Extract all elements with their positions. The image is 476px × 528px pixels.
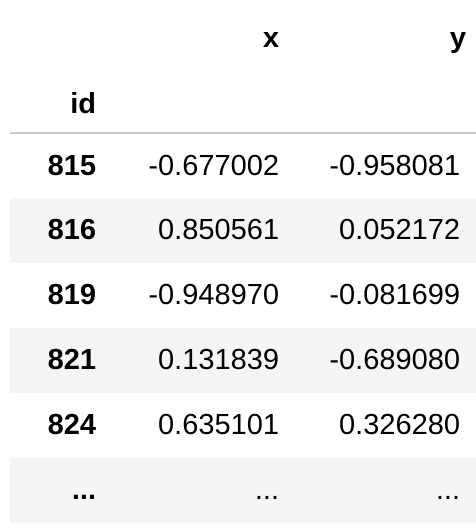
cell-x: 0.635101 (158, 409, 279, 441)
cell-y: 0.052172 (339, 214, 460, 246)
row-index: 815 (47, 149, 96, 182)
index-name-header: id (10, 76, 98, 134)
header-blank-cell (10, 0, 98, 76)
cell-y: -0.081699 (329, 279, 460, 311)
column-header-y: y (449, 21, 466, 54)
table-row: 815 -0.677002 -0.958081 (10, 133, 476, 198)
cell-y: -0.689080 (329, 344, 460, 376)
dataframe-table: x y id 815 -0.677002 -0.958081 816 0.850… (10, 0, 476, 523)
table-body: 815 -0.677002 -0.958081 816 0.850561 0.0… (10, 133, 476, 523)
cell-y: -0.958081 (329, 149, 460, 182)
cell-x: -0.677002 (148, 149, 279, 182)
row-index: 821 (47, 344, 96, 376)
table-header: x y id (10, 0, 476, 134)
cell-y: ... (435, 474, 460, 506)
table-row: 821 0.131839 -0.689080 (10, 328, 476, 393)
cell-x: -0.948970 (148, 279, 279, 311)
index-header-blank (279, 76, 476, 134)
cell-x: 0.131839 (158, 344, 279, 376)
index-header-blank (98, 76, 279, 134)
index-header-row: id (10, 76, 476, 134)
row-index: 819 (47, 279, 96, 311)
row-index: ... (71, 474, 96, 506)
cell-x: ... (254, 474, 279, 506)
row-index: 816 (47, 214, 96, 246)
table-row-ellipsis: ... ... ... (10, 458, 476, 523)
row-index: 824 (47, 409, 96, 441)
cell-y: 0.326280 (339, 409, 460, 441)
cell-x: 0.850561 (158, 214, 279, 246)
table-row: 819 -0.948970 -0.081699 (10, 263, 476, 328)
column-header-x: x (262, 21, 279, 54)
table-row: 824 0.635101 0.326280 (10, 393, 476, 458)
column-header-row: x y (10, 0, 476, 76)
table-row: 816 0.850561 0.052172 (10, 198, 476, 263)
